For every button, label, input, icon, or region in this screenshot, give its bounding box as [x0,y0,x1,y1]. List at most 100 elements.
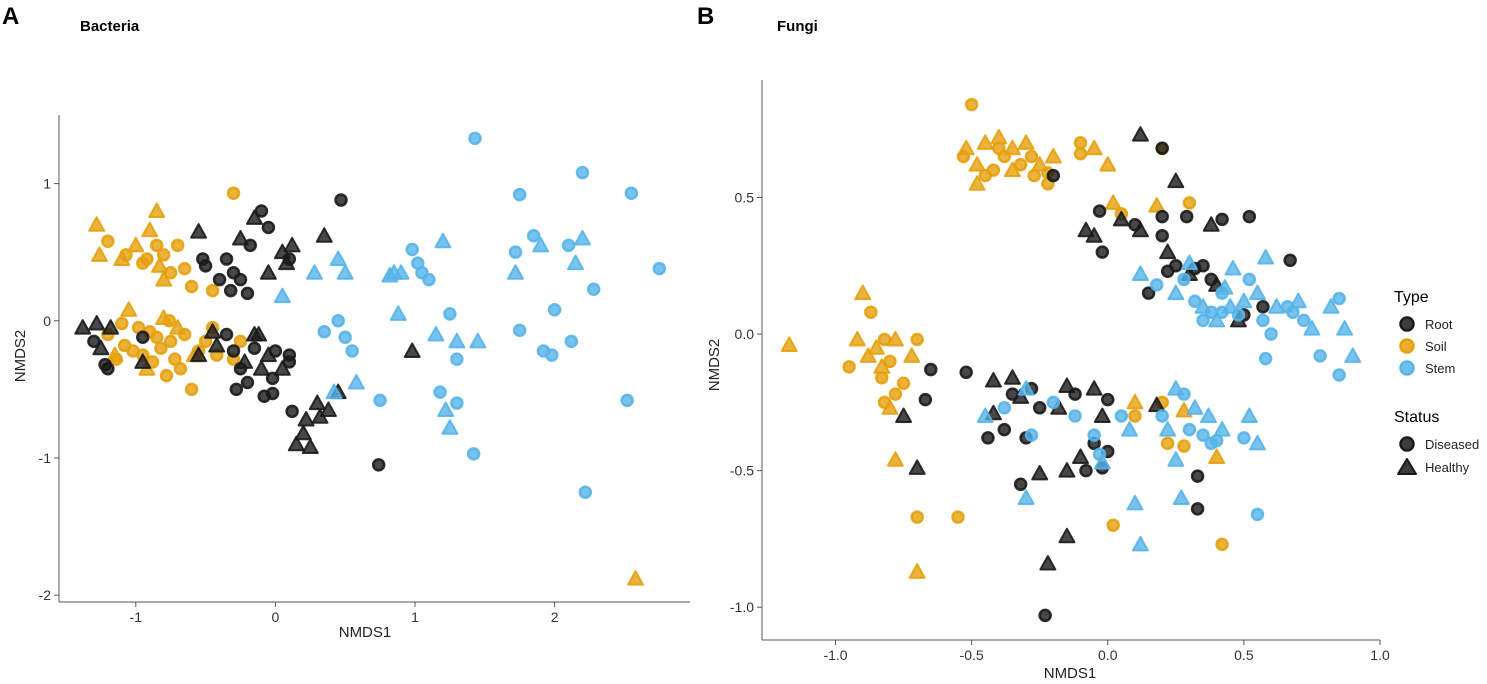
bacteria-point-stem-healthy [437,401,455,417]
fungi-y-tick-label: 0.5 [735,189,755,205]
bacteria-point-stem-healthy [305,264,323,280]
bacteria-y-tick-label: -2 [39,587,52,603]
bacteria-point-stem-diseased [411,256,425,270]
bacteria-point-stem-diseased [526,228,541,243]
panel-b-letter: B [697,3,714,30]
fungi-point-soil-healthy [881,399,899,415]
fungi-point-stem-diseased [1068,409,1082,423]
bacteria-point-root-healthy [88,315,106,331]
fungi-point-root-diseased [1046,168,1061,183]
bacteria-point-stem-healthy [347,374,365,390]
fungi-point-stem-diseased [1256,313,1270,328]
bacteria-point-soil-diseased [156,248,171,262]
bacteria-point-soil-diseased [115,316,129,331]
fungi-x-tick-label: 0.5 [1234,647,1254,663]
fungi-point-root-diseased [1068,387,1082,401]
fungi-point-stem-diseased [1046,395,1061,410]
bacteria-y-tick-label: 1 [43,176,51,192]
bacteria-point-soil-diseased [205,283,220,298]
fungi-point-soil-diseased [1177,439,1191,453]
fungi-x-tick-label: -1.0 [823,647,847,663]
fungi-point-soil-healthy [848,331,866,347]
fungi-point-root-healthy [1085,227,1103,243]
bacteria-point-stem-healthy [532,236,550,253]
legend-healthy-marker [1397,458,1417,475]
fungi-point-stem-healthy [1167,284,1185,301]
fungi-point-root-diseased [1013,477,1028,492]
fungi-point-soil-healthy [990,128,1008,145]
bacteria-point-stem-healthy [427,325,445,342]
fungi-point-stem-healthy [1131,535,1149,552]
fungi-point-root-diseased [959,365,973,380]
fungi-point-root-diseased [1242,209,1257,224]
bacteria-point-stem-diseased [338,330,352,344]
fungi-point-root-healthy [1012,388,1030,404]
fungi-point-stem-diseased [1177,272,1191,287]
bacteria-point-stem-healthy [325,383,343,400]
fungi-point-soil-diseased [1073,136,1088,150]
fungi-point-soil-healthy [1031,156,1049,172]
bacteria-point-stem-diseased [373,393,387,408]
fungi-point-root-diseased [997,422,1012,437]
fungi-point-stem-diseased [1264,327,1278,341]
fungi-x-tick-label: -0.5 [960,647,984,663]
fungi-point-stem-healthy [1017,489,1035,505]
fungi-point-soil-diseased [896,376,911,390]
fungi-point-root-diseased [1169,259,1183,273]
bacteria-point-root-healthy [308,394,326,411]
bacteria-point-root-diseased [282,252,297,266]
fungi-point-soil-diseased [951,510,965,524]
fungi-point-soil-healthy [1104,194,1122,210]
fungi-point-stem-diseased [1231,308,1246,322]
bacteria-point-stem-healthy [574,229,592,246]
bacteria-points [74,131,667,586]
bacteria-point-stem-healthy [448,332,466,349]
bacteria-point-soil-healthy [627,570,645,586]
fungi-point-stem-healthy [1167,451,1185,467]
bacteria-point-stem-diseased [450,352,464,366]
fungi-point-stem-diseased [1242,272,1257,287]
fungi-point-soil-diseased [910,510,924,524]
fungi-point-stem-diseased [1188,294,1202,309]
fungi-point-soil-healthy [867,339,885,355]
fungi-point-root-healthy [1085,380,1103,396]
fungi-point-soil-diseased [888,387,903,401]
bacteria-x-tick-label: 2 [551,609,559,625]
fungi-point-root-diseased [1155,141,1169,156]
legend-soil-label: Soil [1425,339,1447,354]
fungi-point-stem-healthy [1235,292,1253,309]
fungi-y-tick-label: 0.0 [735,326,755,342]
bacteria-xlabel: NMDS1 [339,624,392,641]
bacteria-point-root-diseased [233,272,248,287]
bacteria-point-stem-healthy [434,232,452,249]
fungi-point-stem-diseased [1250,507,1265,522]
legend-stem-marker [1399,360,1415,376]
bacteria-point-soil-diseased [140,252,154,266]
bacteria-point-soil-diseased [149,238,164,253]
bacteria-x-tick-label: -1 [130,609,143,625]
legend-status-title: Status [1394,409,1439,426]
bacteria-point-root-diseased [240,375,255,390]
fungi-points [780,97,1362,623]
fungi-point-root-diseased [1141,286,1156,300]
fungi-point-stem-diseased [1297,313,1311,328]
fungi-point-soil-diseased [910,332,924,347]
fungi-point-root-diseased [1038,608,1052,623]
fungi-point-stem-healthy [1017,380,1035,396]
bacteria-point-stem-healthy [329,250,347,267]
bacteria-point-root-healthy [273,360,291,376]
bacteria-point-stem-diseased [433,385,447,399]
fungi-point-root-healthy [1112,210,1130,227]
legend-healthy-label: Healthy [1425,460,1470,475]
fungi-x-tick-label: 1.0 [1370,647,1390,663]
bacteria-point-root-healthy [297,411,315,427]
bacteria-point-soil-healthy [151,257,169,273]
fungi-point-root-diseased [1155,209,1169,224]
fungi-point-stem-healthy [1199,407,1217,423]
fungi-point-soil-diseased [1073,147,1088,161]
fungi-point-soil-diseased [992,141,1006,156]
fungi-point-root-healthy [1202,216,1220,232]
bacteria-point-stem-diseased [575,165,590,180]
bacteria-point-root-diseased [212,272,227,287]
fungi-point-root-healthy [908,459,926,475]
